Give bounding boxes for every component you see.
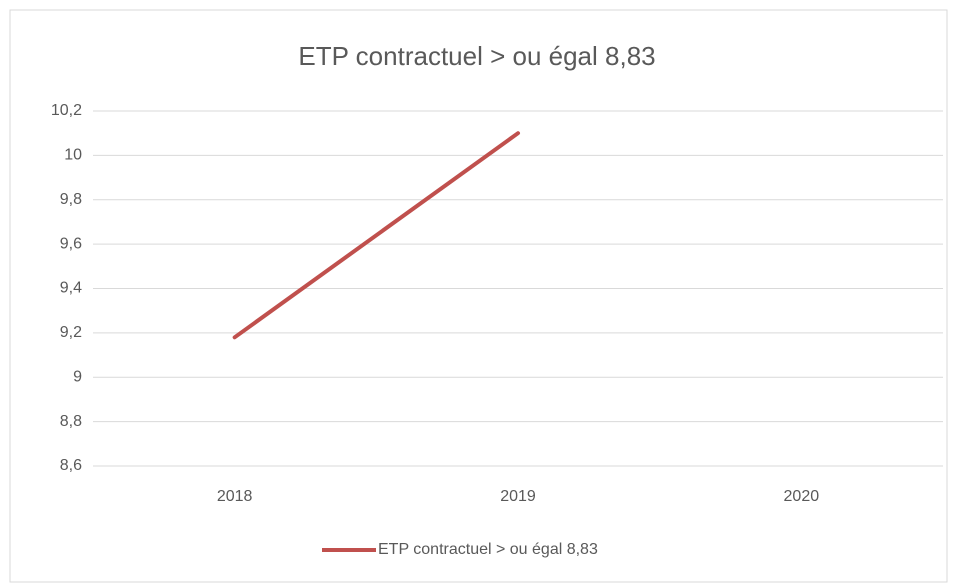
x-tick-label: 2018 [217, 488, 253, 505]
y-tick-label: 8,6 [60, 457, 82, 474]
x-tick-label: 2020 [784, 488, 820, 505]
y-tick-label: 9,8 [60, 191, 82, 208]
x-tick-label: 2019 [500, 488, 536, 505]
y-tick-label: 9,4 [60, 280, 82, 297]
y-tick-label: 9 [73, 368, 82, 385]
y-tick-label: 10,2 [51, 102, 82, 119]
legend-label: ETP contractuel > ou égal 8,83 [378, 541, 598, 558]
y-tick-label: 9,2 [60, 324, 82, 341]
series-line [232, 131, 520, 340]
y-tick-label: 8,8 [60, 413, 82, 430]
chart-border [9, 9, 948, 583]
y-tick-label: 9,6 [60, 235, 82, 252]
chart-title: ETP contractuel > ou égal 8,83 [298, 41, 655, 71]
y-tick-label: 10 [64, 147, 82, 164]
